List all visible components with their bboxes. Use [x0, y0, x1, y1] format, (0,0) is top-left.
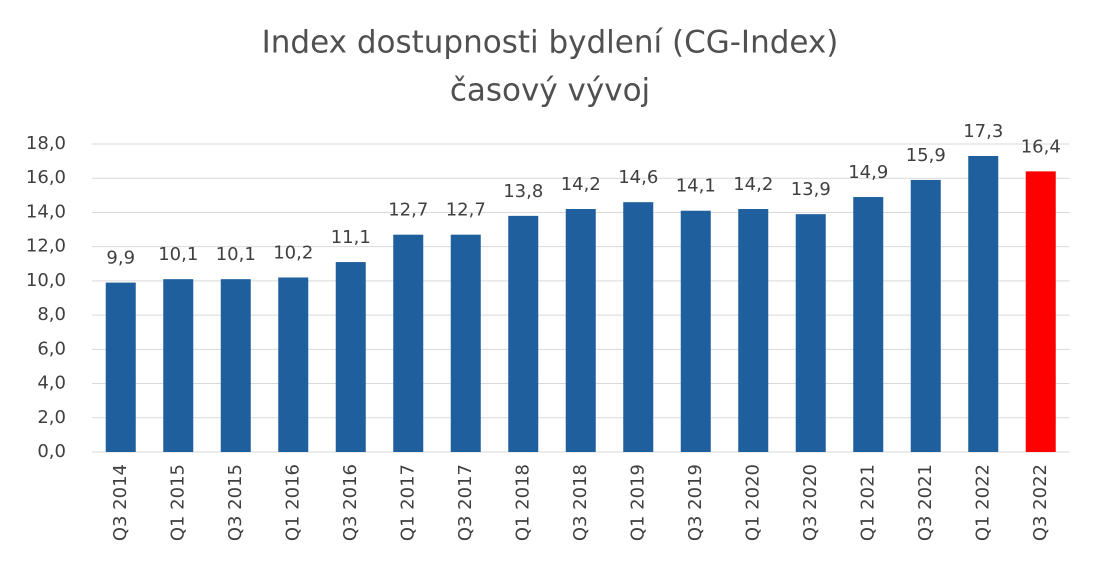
y-tick-label: 10,0: [26, 270, 66, 291]
x-tick-label: Q3 2021: [915, 464, 936, 541]
value-label: 12,7: [388, 200, 428, 221]
bar: [105, 282, 136, 452]
value-label: 14,2: [733, 174, 773, 195]
bar: [623, 202, 654, 452]
y-tick-label: 4,0: [37, 373, 66, 394]
y-tick-label: 12,0: [26, 236, 66, 257]
y-tick-label: 8,0: [37, 304, 66, 325]
bar: [565, 209, 596, 452]
bar: [335, 262, 366, 452]
value-label: 12,7: [446, 200, 486, 221]
x-tick-label: Q3 2016: [340, 464, 361, 541]
x-tick-label: Q1 2021: [857, 464, 878, 541]
bar: [163, 279, 194, 452]
x-tick-label: Q3 2020: [800, 464, 821, 541]
value-label: 17,3: [963, 121, 1003, 142]
bar: [968, 155, 999, 452]
value-label: 15,9: [906, 145, 946, 166]
x-tick-label: Q1 2017: [397, 464, 418, 541]
value-label: 13,8: [503, 181, 543, 202]
y-tick-label: 16,0: [26, 167, 66, 188]
bar: [795, 214, 826, 452]
x-tick-label: Q1 2018: [512, 464, 533, 541]
value-label: 9,9: [106, 248, 135, 269]
value-label: 11,1: [331, 227, 371, 248]
value-label: 10,2: [273, 242, 313, 263]
y-tick-label: 6,0: [37, 338, 66, 359]
value-label: 16,4: [1021, 136, 1061, 157]
bar: [393, 234, 424, 452]
y-tick-label: 2,0: [37, 407, 66, 428]
x-tick-label: Q1 2022: [972, 464, 993, 541]
value-label: 14,6: [618, 167, 658, 188]
value-label: 13,9: [791, 179, 831, 200]
bar: [220, 279, 251, 452]
value-label: 10,1: [216, 244, 256, 265]
x-tick-label: Q1 2016: [282, 464, 303, 541]
x-tick-label: Q3 2015: [225, 464, 246, 541]
x-tick-label: Q3 2022: [1030, 464, 1051, 541]
bar: [1025, 171, 1056, 452]
y-tick-label: 0,0: [37, 441, 66, 462]
bar: [508, 215, 539, 452]
value-label: 14,2: [561, 174, 601, 195]
bar: [680, 210, 711, 452]
bar: [450, 234, 481, 452]
bar: [738, 209, 769, 452]
bar: [278, 277, 309, 452]
value-label: 10,1: [158, 244, 198, 265]
y-tick-label: 14,0: [26, 201, 66, 222]
chart-title: časový vývoj: [450, 73, 650, 109]
value-label: 14,1: [676, 176, 716, 197]
x-tick-label: Q1 2020: [742, 464, 763, 541]
chart-title: Index dostupnosti bydlení (CG-Index): [262, 25, 839, 61]
x-tick-label: Q1 2015: [167, 464, 188, 541]
x-tick-label: Q3 2017: [455, 464, 476, 541]
x-tick-label: Q3 2019: [685, 464, 706, 541]
x-tick-label: Q3 2018: [570, 464, 591, 541]
x-tick-label: Q3 2014: [110, 464, 131, 541]
y-tick-label: 18,0: [26, 133, 66, 154]
bar: [853, 197, 884, 452]
x-tick-label: Q1 2019: [627, 464, 648, 541]
bar: [910, 179, 941, 452]
value-label: 14,9: [848, 162, 888, 183]
